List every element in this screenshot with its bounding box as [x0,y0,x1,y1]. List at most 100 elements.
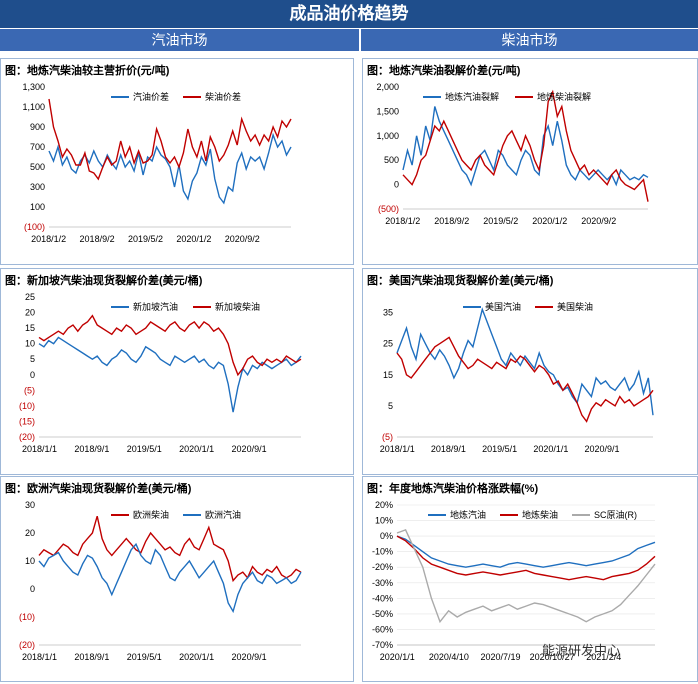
chart-title: 图：新加坡汽柴油现货裂解价差(美元/桶) [5,275,203,287]
y-tick-label: 35 [383,308,393,318]
legend-label: 地炼汽油裂解 [445,91,499,102]
chart-1: 1,300 1,100 900 700 500 300 100 (100) 2018/1/2 20… [22,82,292,244]
y-tick-label: (15) [19,416,35,426]
x-tick-label: 2020/1/1 [380,652,415,662]
page-title: 成品油价格趋势 [0,0,698,28]
chart-5: 30 20 10 0 (10) (20) 2018/1/1 2018/9/1 2019/5/1 2… [19,500,302,662]
y-tick-label: 10 [25,339,35,349]
x-tick-label: 2019/5/2 [128,234,163,244]
series-line-2 [38,314,302,377]
chart-title: 图：地炼汽柴油裂解价差(元/吨) [367,65,521,77]
y-tick-label: (10) [19,401,35,411]
watermark-text: 能源研发中心 [542,643,621,658]
series-line-1 [48,132,292,205]
y-tick-label: -50% [372,609,393,619]
x-tick-label: 2020/7/19 [480,652,520,662]
y-tick-label: (5) [24,385,35,395]
legend-label: 汽油价差 [133,91,169,102]
y-tick-label: 1,500 [376,106,399,116]
y-tick-label: 1,300 [22,82,45,92]
gasoline-market-header: 汽油市场 [0,29,359,51]
chart-title: 图：美国汽柴油现货裂解价差(美元/桶) [367,275,554,287]
x-tick-label: 2020/10/27 [530,652,575,662]
x-tick-label: 2018/9/2 [80,234,115,244]
x-tick-label: 2021/2/4 [586,652,621,662]
x-tick-label: 2018/9/2 [434,216,469,226]
y-tick-label: 2,000 [376,82,399,92]
legend-label: 欧洲汽油 [205,509,241,520]
diesel-market-header: 柴油市场 [361,29,698,51]
x-tick-label: 2019/5/1 [127,652,162,662]
x-tick-label: 2020/9/1 [585,444,620,454]
y-tick-label: 5 [388,401,393,411]
x-tick-label: 2019/5/1 [482,444,517,454]
series-line-1 [402,106,649,187]
y-tick-label: -40% [372,593,393,603]
x-tick-label: 2020/9/1 [232,444,267,454]
x-tick-label: 2018/9/1 [431,444,466,454]
series-line-2 [38,542,302,614]
y-tick-label: 10 [25,556,35,566]
y-tick-label: 5 [30,354,35,364]
x-tick-label: 2018/9/1 [74,444,109,454]
x-tick-label: 2018/9/1 [74,652,109,662]
series-line-2 [396,535,656,581]
y-tick-label: -30% [372,578,393,588]
x-tick-label: 2018/1/2 [385,216,420,226]
x-tick-label: 2018/1/1 [380,444,415,454]
x-tick-label: 2020/4/10 [429,652,469,662]
legend-label: 地炼柴油 [522,509,558,520]
legend-label: 新加坡柴油 [215,301,260,312]
x-tick-label: 2018/1/1 [22,444,57,454]
y-tick-label: 30 [25,500,35,510]
y-tick-label: 20 [25,528,35,538]
series-line-2 [402,89,649,202]
y-tick-label: 900 [30,122,45,132]
y-tick-label: (10) [19,612,35,622]
x-tick-label: 2018/1/2 [31,234,66,244]
y-tick-label: -70% [372,640,393,650]
x-tick-label: 2020/1/1 [533,444,568,454]
series-line-1 [396,535,656,568]
series-line-1 [396,307,654,416]
x-tick-label: 2020/9/1 [232,652,267,662]
chart-panel-4: 图：美国汽柴油现货裂解价差(美元/桶) 35 25 15 5 (5) 2018/1/1 20… [362,268,698,475]
legend-label: 柴油价差 [205,91,241,102]
chart-title: 图：地炼汽柴油较主营折价(元/吨) [5,65,170,77]
legend-label: 美国汽油 [485,301,521,312]
y-tick-label: -10% [372,547,393,557]
y-tick-label: 1,000 [376,131,399,141]
y-tick-label: 10% [375,516,393,526]
chart-2: 2,000 1,500 1,000 500 0 (500) 2018/1/2 2018/9/2… [376,82,649,226]
y-tick-label: 0 [30,370,35,380]
series-line-1 [38,516,302,583]
y-tick-label: 0 [30,584,35,594]
y-tick-label: 15 [383,370,393,380]
x-tick-label: 2020/1/1 [179,444,214,454]
series-line-2 [396,336,654,423]
chart-3: 25 20 15 10 5 0 (5) (10) (15) (20) 2018/1/1 2018/9/… [19,292,302,454]
y-tick-label: 25 [25,292,35,302]
legend-label: SC原油(R) [594,509,637,520]
x-tick-label: 2018/1/1 [22,652,57,662]
chart-panel-5: 图：欧洲汽柴油现货裂解价差(美元/桶) 30 20 10 0 (10) (20) 2018/… [0,476,354,682]
chart-panel-2: 图：地炼汽柴油裂解价差(元/吨) 2,000 1,500 1,000 500 0 (500… [362,58,698,265]
legend-label: 欧洲柴油 [133,509,169,520]
series-line-3 [396,529,656,624]
chart-panel-1: 图：地炼汽柴油较主营折价(元/吨) 1,300 1,100 900 700 500 300… [0,58,354,265]
chart-panel-3: 图：新加坡汽柴油现货裂解价差(美元/桶) 25 20 15 10 5 0 (5) (10) (1… [0,268,354,475]
y-tick-label: (20) [19,432,35,442]
y-tick-label: 15 [25,323,35,333]
y-tick-label: 700 [30,142,45,152]
y-tick-label: 20 [25,308,35,318]
chart-4: 35 25 15 5 (5) 2018/1/1 2018/9/1 2019/5/1 2020/1… [380,301,654,454]
y-tick-label: 25 [383,339,393,349]
series-line-1 [38,336,302,413]
x-tick-label: 2020/1/1 [179,652,214,662]
y-tick-label: -60% [372,624,393,634]
legend-label: 地炼柴油裂解 [537,91,591,102]
x-tick-label: 2020/1/2 [532,216,567,226]
y-tick-label: 100 [30,202,45,212]
y-tick-label: 300 [30,182,45,192]
